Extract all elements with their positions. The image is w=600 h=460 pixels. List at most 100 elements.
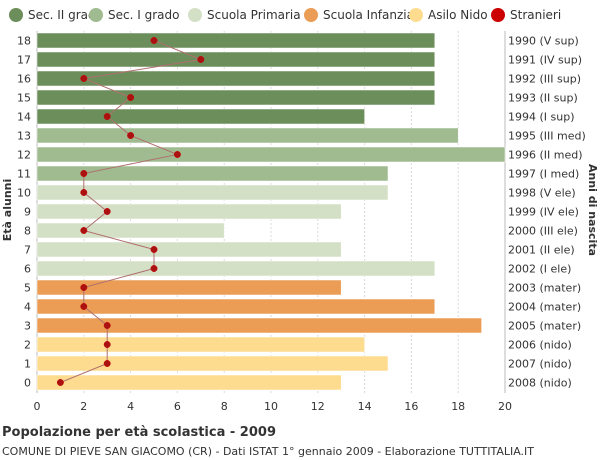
age-label-9: 9 bbox=[24, 206, 31, 219]
birth-label-0: 2008 (nido) bbox=[508, 377, 572, 390]
x-tick-18: 18 bbox=[451, 400, 465, 413]
bar-age-0 bbox=[36, 374, 342, 391]
stranieri-point-age-17 bbox=[197, 56, 205, 63]
bar-age-14 bbox=[36, 108, 365, 125]
x-tick-10: 10 bbox=[264, 400, 278, 413]
stranieri-point-age-1 bbox=[103, 360, 111, 367]
stranieri-point-age-8 bbox=[80, 227, 88, 234]
bar-age-17 bbox=[36, 51, 436, 68]
x-tick-14: 14 bbox=[358, 400, 372, 413]
chart-title: Popolazione per età scolastica - 2009 bbox=[2, 425, 276, 440]
age-label-0: 0 bbox=[24, 377, 31, 390]
birth-label-10: 1998 (V ele) bbox=[508, 187, 576, 200]
age-label-15: 15 bbox=[17, 92, 31, 105]
stranieri-point-age-0 bbox=[56, 379, 64, 386]
bar-age-6 bbox=[36, 260, 436, 277]
birth-label-9: 1999 (IV ele) bbox=[508, 206, 579, 219]
birth-label-12: 1996 (II med) bbox=[508, 149, 583, 162]
birth-label-14: 1994 (I sup) bbox=[508, 111, 575, 124]
age-label-3: 3 bbox=[24, 320, 31, 333]
legend-label-5: Stranieri bbox=[510, 8, 561, 22]
age-label-7: 7 bbox=[24, 244, 31, 257]
stranieri-point-age-13 bbox=[127, 132, 135, 139]
bar-age-8 bbox=[36, 222, 225, 239]
birth-label-7: 2001 (II ele) bbox=[508, 244, 575, 257]
birth-label-15: 1993 (II sup) bbox=[508, 92, 578, 105]
bar-age-11 bbox=[36, 165, 389, 182]
bars bbox=[36, 32, 506, 391]
age-label-16: 16 bbox=[17, 73, 31, 86]
age-label-12: 12 bbox=[17, 149, 31, 162]
stranieri-point-age-15 bbox=[127, 94, 135, 101]
legend-label-3: Scuola Infanzia bbox=[323, 8, 414, 22]
age-label-8: 8 bbox=[24, 225, 31, 238]
birth-label-4: 2004 (mater) bbox=[508, 301, 581, 314]
legend-label-0: Sec. II grado bbox=[28, 8, 103, 22]
stranieri-series bbox=[56, 37, 205, 386]
bar-age-1 bbox=[36, 355, 389, 372]
birth-label-6: 2002 (I ele) bbox=[508, 263, 571, 276]
stranieri-point-age-6 bbox=[150, 265, 158, 272]
stranieri-point-age-5 bbox=[80, 284, 88, 291]
age-label-1: 1 bbox=[24, 358, 31, 371]
legend-label-1: Sec. I grado bbox=[108, 8, 179, 22]
stranieri-point-age-7 bbox=[150, 246, 158, 253]
stranieri-point-age-3 bbox=[103, 322, 111, 329]
legend-label-4: Asilo Nido bbox=[428, 8, 488, 22]
bar-age-5 bbox=[36, 279, 342, 296]
age-label-4: 4 bbox=[24, 301, 31, 314]
age-label-11: 11 bbox=[17, 168, 31, 181]
birth-label-5: 2003 (mater) bbox=[508, 282, 581, 295]
bar-age-13 bbox=[36, 127, 459, 144]
age-label-5: 5 bbox=[24, 282, 31, 295]
legend-marker-4 bbox=[409, 8, 423, 22]
chart-source: COMUNE DI PIEVE SAN GIACOMO (CR) - Dati … bbox=[2, 445, 535, 458]
bar-age-18 bbox=[36, 32, 436, 49]
age-label-6: 6 bbox=[24, 263, 31, 276]
stranieri-point-age-4 bbox=[80, 303, 88, 310]
stranieri-point-age-2 bbox=[103, 341, 111, 348]
age-label-13: 13 bbox=[17, 130, 31, 143]
stranieri-point-age-9 bbox=[103, 208, 111, 215]
age-label-17: 17 bbox=[17, 54, 31, 67]
stranieri-point-age-11 bbox=[80, 170, 88, 177]
birth-label-11: 1997 (I med) bbox=[508, 168, 579, 181]
x-tick-8: 8 bbox=[221, 400, 228, 413]
stranieri-point-age-18 bbox=[150, 37, 158, 44]
birth-label-1: 2007 (nido) bbox=[508, 358, 572, 371]
bar-age-12 bbox=[36, 146, 506, 163]
birth-label-16: 1992 (III sup) bbox=[508, 73, 581, 86]
stranieri-point-age-10 bbox=[80, 189, 88, 196]
legend-marker-5 bbox=[491, 8, 505, 22]
birth-label-2: 2006 (nido) bbox=[508, 339, 572, 352]
legend-label-2: Scuola Primaria bbox=[207, 8, 301, 22]
chart-legend: Sec. II grado Sec. I grado Scuola Primaria… bbox=[9, 8, 561, 22]
bar-age-7 bbox=[36, 241, 342, 258]
age-label-10: 10 bbox=[17, 187, 31, 200]
age-label-2: 2 bbox=[24, 339, 31, 352]
bar-age-3 bbox=[36, 317, 482, 334]
school-age-chart: Sec. II grado Sec. I grado Scuola Primaria… bbox=[1, 8, 599, 413]
bar-age-15 bbox=[36, 89, 436, 106]
bar-age-2 bbox=[36, 336, 365, 353]
x-tick-12: 12 bbox=[311, 400, 325, 413]
x-tick-4: 4 bbox=[127, 400, 134, 413]
legend-marker-3 bbox=[304, 8, 318, 22]
birth-label-13: 1995 (III med) bbox=[508, 130, 586, 143]
x-tick-labels: 0 2 4 6 8 10 12 14 16 18 20 bbox=[34, 400, 513, 413]
birth-label-3: 2005 (mater) bbox=[508, 320, 581, 333]
age-label-14: 14 bbox=[17, 111, 31, 124]
stranieri-point-age-14 bbox=[103, 113, 111, 120]
age-label-18: 18 bbox=[17, 35, 31, 48]
x-tick-20: 20 bbox=[498, 400, 512, 413]
bar-age-4 bbox=[36, 298, 436, 315]
stranieri-point-age-16 bbox=[80, 75, 88, 82]
stranieri-point-age-12 bbox=[173, 151, 181, 158]
birth-label-18: 1990 (V sup) bbox=[508, 35, 579, 48]
x-tick-0: 0 bbox=[34, 400, 41, 413]
x-tick-2: 2 bbox=[80, 400, 87, 413]
y-axis-title: Età alunni bbox=[1, 179, 14, 241]
x-tick-16: 16 bbox=[404, 400, 418, 413]
legend-marker-2 bbox=[188, 8, 202, 22]
